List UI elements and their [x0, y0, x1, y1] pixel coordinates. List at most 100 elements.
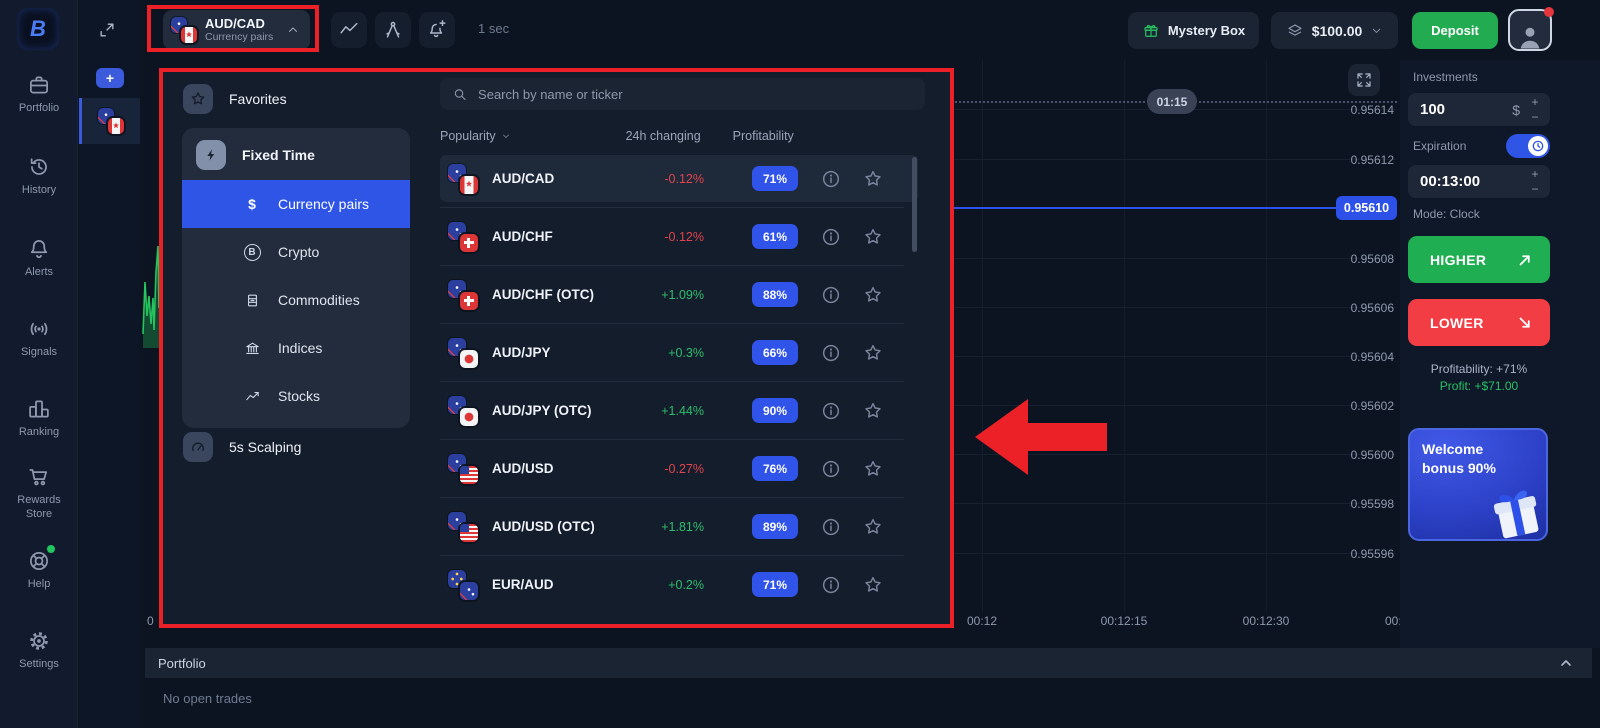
asset-row-aud-jpy-otc[interactable]: AUD/JPY (OTC) +1.44% 90% [440, 387, 918, 440]
category-indices[interactable]: Indices [182, 324, 410, 372]
expiration-input[interactable] [1420, 173, 1520, 190]
increment-button[interactable]: + [1531, 167, 1539, 181]
asset-row-aud-cad[interactable]: AUD/CAD -0.12% 71% [440, 155, 918, 208]
deposit-button[interactable]: Deposit [1412, 12, 1498, 49]
category-label: Commodities [278, 292, 360, 308]
active-asset-tab[interactable] [79, 98, 140, 144]
list-column-headers: Popularity 24h changing Profitability [440, 129, 918, 143]
profitability-text: Profitability: +71% [1430, 362, 1528, 376]
balance-button[interactable]: $100.00 [1271, 12, 1398, 49]
info-icon[interactable] [820, 516, 842, 538]
sidebar-item-ranking[interactable]: Ranking [0, 396, 78, 440]
favorites-item[interactable]: Favorites [183, 84, 287, 114]
favorite-star-icon[interactable] [862, 400, 884, 422]
chart-type-button[interactable] [331, 12, 367, 48]
favorite-star-icon[interactable] [862, 168, 884, 190]
asset-row-aud-chf-otc[interactable]: AUD/CHF (OTC) +1.09% 88% [440, 271, 918, 324]
asset-row-aud-usd-otc[interactable]: AUD/USD (OTC) +1.81% 89% [440, 503, 918, 556]
chevron-up-icon[interactable] [1558, 655, 1574, 671]
app-logo[interactable]: B [17, 8, 59, 50]
favorite-star-icon[interactable] [862, 458, 884, 480]
category-crypto[interactable]: B Crypto [182, 228, 410, 276]
sidebar-item-settings[interactable]: Settings [0, 628, 78, 672]
investment-input-box[interactable]: $ + − [1408, 93, 1550, 126]
favorite-star-icon[interactable] [862, 516, 884, 538]
aud-flag [460, 581, 478, 600]
asset-change: +0.2% [668, 577, 704, 592]
increment-button[interactable]: + [1531, 95, 1539, 109]
drawing-tools-button[interactable] [375, 12, 411, 48]
sidebar-item-portfolio[interactable]: Portfolio [0, 72, 78, 116]
flag-pair [448, 395, 478, 426]
portfolio-bar[interactable]: Portfolio [145, 648, 1592, 678]
search-input[interactable] [478, 86, 913, 102]
higher-button[interactable]: HIGHER [1408, 236, 1550, 283]
asset-picker-panel: Favorites Fixed Time $ Currency pairs B … [159, 68, 954, 628]
favorite-star-icon[interactable] [862, 284, 884, 306]
info-icon[interactable] [820, 226, 842, 248]
price-alert-button[interactable] [419, 12, 455, 48]
asset-row-aud-usd[interactable]: AUD/USD -0.27% 76% [440, 445, 918, 498]
favorite-star-icon[interactable] [862, 574, 884, 596]
sort-popularity[interactable]: Popularity [440, 129, 511, 143]
popout-chart-button[interactable] [89, 12, 125, 48]
decrement-button[interactable]: − [1531, 110, 1539, 124]
asset-change: +0.3% [668, 345, 704, 360]
decrement-button[interactable]: − [1531, 182, 1539, 196]
category-commodities[interactable]: Commodities [182, 276, 410, 324]
popout-diagonal-icon [100, 23, 114, 37]
investment-input[interactable] [1420, 101, 1513, 118]
logo-glyph: B [30, 16, 46, 41]
sidebar-label: Help [27, 578, 51, 590]
favorite-star-icon[interactable] [862, 342, 884, 364]
info-icon[interactable] [820, 168, 842, 190]
top-toolbar: AUD/CAD Currency pairs 1 sec Mystery Box… [79, 0, 1600, 60]
favorite-star-icon[interactable] [862, 226, 884, 248]
asset-row-eur-aud[interactable]: EUR/AUD +0.2% 71% [440, 561, 918, 608]
mystery-box-button[interactable]: Mystery Box [1128, 12, 1259, 49]
info-icon[interactable] [820, 284, 842, 306]
ranking-icon [29, 400, 49, 418]
category-label: Indices [278, 340, 323, 356]
sidebar-item-help[interactable]: Help [0, 545, 78, 592]
profile-avatar[interactable] [1508, 7, 1554, 51]
person-icon [1520, 27, 1540, 49]
usd-flag [460, 523, 478, 542]
asset-change: -0.27% [664, 461, 704, 476]
asset-search[interactable] [440, 78, 925, 110]
expiration-stepper[interactable]: + − [1526, 167, 1544, 196]
expiration-mode-toggle[interactable] [1506, 134, 1550, 158]
list-scrollbar[interactable] [912, 157, 917, 252]
bell-plus-icon [429, 20, 446, 38]
gift-icon [1144, 24, 1158, 37]
welcome-bonus-banner[interactable]: Welcome bonus 90% [1408, 428, 1548, 541]
chevron-up-icon [289, 27, 297, 32]
scalping-item[interactable]: 5s Scalping [183, 432, 301, 462]
investment-stepper[interactable]: + − [1526, 95, 1544, 124]
asset-selector[interactable]: AUD/CAD Currency pairs [163, 10, 310, 50]
sidebar-item-history[interactable]: History [0, 154, 78, 198]
info-icon[interactable] [820, 458, 842, 480]
balance-amount: $100.00 [1311, 22, 1363, 39]
chart-interval-label[interactable]: 1 sec [478, 21, 510, 36]
fixed-time-header[interactable]: Fixed Time [182, 128, 410, 180]
info-icon[interactable] [820, 400, 842, 422]
fullscreen-button[interactable] [1348, 64, 1380, 96]
sidebar-item-rewards-store[interactable]: Rewards Store [0, 464, 78, 522]
asset-name: EUR/AUD [492, 577, 554, 592]
info-icon[interactable] [820, 342, 842, 364]
sidebar-item-alerts[interactable]: Alerts [0, 236, 78, 280]
category-stocks[interactable]: Stocks [182, 372, 410, 420]
category-currency-pairs[interactable]: $ Currency pairs [182, 180, 410, 228]
cart-icon [29, 469, 48, 486]
expiration-input-box[interactable]: + − [1408, 165, 1550, 198]
lower-button[interactable]: LOWER [1408, 299, 1550, 346]
asset-row-aud-jpy[interactable]: AUD/JPY +0.3% 66% [440, 329, 918, 382]
lightning-icon [196, 140, 226, 170]
asset-row-aud-chf[interactable]: AUD/CHF -0.12% 61% [440, 213, 918, 266]
add-asset-tab-button[interactable]: + [96, 68, 124, 88]
info-icon[interactable] [820, 574, 842, 596]
sidebar-item-signals[interactable]: Signals [0, 316, 78, 360]
vertical-gridline [982, 60, 983, 612]
